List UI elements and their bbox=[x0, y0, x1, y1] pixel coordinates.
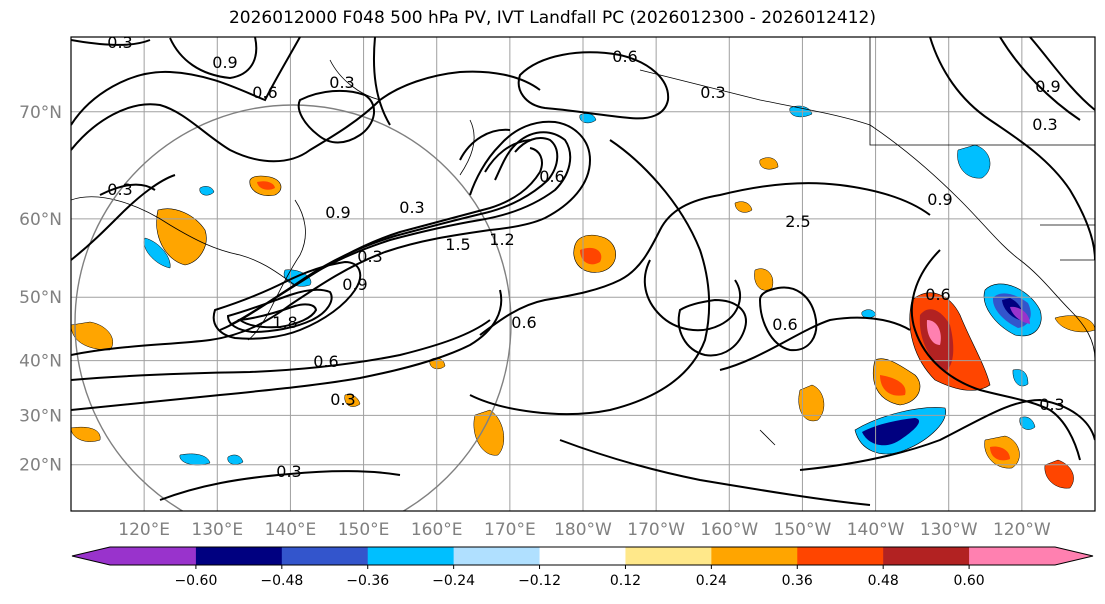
contour-label: 0.6 bbox=[925, 285, 950, 304]
colorbar-segment bbox=[195, 547, 283, 565]
contour-label: 0.6 bbox=[511, 313, 536, 332]
contour-label: 0.3 bbox=[399, 198, 424, 217]
lon-tick-label: 120°W bbox=[993, 520, 1051, 540]
colorbar-tick-label: −0.12 bbox=[518, 573, 561, 589]
lon-tick-label: 160°W bbox=[700, 520, 758, 540]
contour-label: 0.3 bbox=[330, 390, 355, 409]
colorbar-extend-high bbox=[1055, 547, 1093, 565]
pv-contours bbox=[71, 37, 1095, 506]
contour-label: 1.2 bbox=[489, 230, 514, 249]
lon-tick-label: 150°W bbox=[774, 520, 832, 540]
colorbar-tick-label: −0.24 bbox=[432, 573, 475, 589]
contour-label: 1.8 bbox=[272, 313, 297, 332]
contour-label: 0.3 bbox=[107, 180, 132, 199]
contour-label: 0.6 bbox=[772, 315, 797, 334]
colorbar-tick-label: −0.48 bbox=[260, 573, 303, 589]
contour-label: 0.9 bbox=[927, 190, 952, 209]
colorbar-tick-label: 0.36 bbox=[782, 573, 813, 589]
lon-tick-label: 130°W bbox=[920, 520, 978, 540]
latitude-labels: 70°N 60°N 50°N 40°N 30°N 20°N bbox=[19, 103, 62, 476]
contour-label: 0.9 bbox=[342, 275, 367, 294]
lon-tick-label: 170°W bbox=[627, 520, 685, 540]
lon-tick-label: 180°W bbox=[554, 520, 612, 540]
contour-label: 0.3 bbox=[357, 247, 382, 266]
colorbar-tick-label: −0.60 bbox=[174, 573, 217, 589]
colorbar-segment bbox=[539, 547, 626, 565]
coastlines bbox=[71, 37, 1095, 446]
chart-title: 2026012000 F048 500 hPa PV, IVT Landfall… bbox=[228, 8, 876, 28]
lon-tick-label: 130°E bbox=[191, 520, 243, 540]
colorbar-extend-low bbox=[72, 547, 110, 565]
lat-tick-label: 60°N bbox=[19, 210, 62, 230]
contour-label: 0.3 bbox=[107, 33, 132, 52]
lon-tick-label: 150°E bbox=[338, 520, 390, 540]
lat-tick-label: 30°N bbox=[19, 406, 62, 426]
region-circle bbox=[74, 104, 512, 511]
lon-tick-label: 170°E bbox=[484, 520, 536, 540]
colorbar-tick-label: −0.36 bbox=[346, 573, 389, 589]
contour-label: 0.9 bbox=[1035, 77, 1060, 96]
lat-tick-label: 50°N bbox=[19, 288, 62, 308]
colorbar-tick-label: 0.48 bbox=[868, 573, 899, 589]
contour-label: 0.3 bbox=[1039, 395, 1064, 414]
colorbar: −0.60 −0.48 −0.36 −0.24 −0.12 0.12 0.24 0.36 0.4… bbox=[71, 546, 1094, 589]
colorbar-segment bbox=[625, 547, 712, 565]
colorbar-tick-label: 0.24 bbox=[696, 573, 727, 589]
colorbar-segment bbox=[281, 547, 369, 565]
colorbar-tick-label: 0.60 bbox=[954, 573, 985, 589]
contour-label: 0.3 bbox=[276, 462, 301, 481]
plot-frame bbox=[70, 36, 1096, 512]
lat-tick-label: 20°N bbox=[19, 456, 62, 476]
contour-label: 0.3 bbox=[1032, 115, 1057, 134]
lat-tick-label: 40°N bbox=[19, 352, 62, 372]
lon-tick-label: 120°E bbox=[118, 520, 170, 540]
colorbar-segment bbox=[969, 547, 1056, 565]
contour-label: 0.6 bbox=[612, 47, 637, 66]
lon-tick-label: 160°E bbox=[411, 520, 463, 540]
longitude-labels: 120°E 130°E 140°E 150°E 160°E 170°E 180°W 170°W… bbox=[118, 520, 1051, 540]
colorbar-segment bbox=[711, 547, 798, 565]
grid-lines bbox=[71, 37, 1095, 511]
colorbar-segment bbox=[797, 547, 884, 565]
contour-label: 0.6 bbox=[252, 83, 277, 102]
contour-label: 0.9 bbox=[325, 203, 350, 222]
contour-label: 2.5 bbox=[785, 212, 810, 231]
colorbar-segment bbox=[453, 547, 541, 565]
contour-label: 0.6 bbox=[539, 167, 564, 186]
lat-tick-label: 70°N bbox=[19, 103, 62, 123]
lon-tick-label: 140°W bbox=[847, 520, 905, 540]
colorbar-segment bbox=[110, 547, 197, 565]
contour-label: 1.5 bbox=[445, 235, 470, 254]
contour-label: 0.6 bbox=[313, 352, 338, 371]
contour-label: 0.9 bbox=[212, 53, 237, 72]
lon-tick-label: 140°E bbox=[265, 520, 317, 540]
contour-labels: 0.3 0.9 0.6 0.3 0.9 0.3 0.6 0.3 0.9 0.3 0.9 0.3 1.5 1… bbox=[107, 33, 1064, 481]
colorbar-segment bbox=[883, 547, 970, 565]
colorbar-segment bbox=[367, 547, 455, 565]
contour-label: 0.3 bbox=[329, 73, 354, 92]
contour-label: 0.3 bbox=[700, 83, 725, 102]
colorbar-tick-label: 0.12 bbox=[610, 573, 641, 589]
